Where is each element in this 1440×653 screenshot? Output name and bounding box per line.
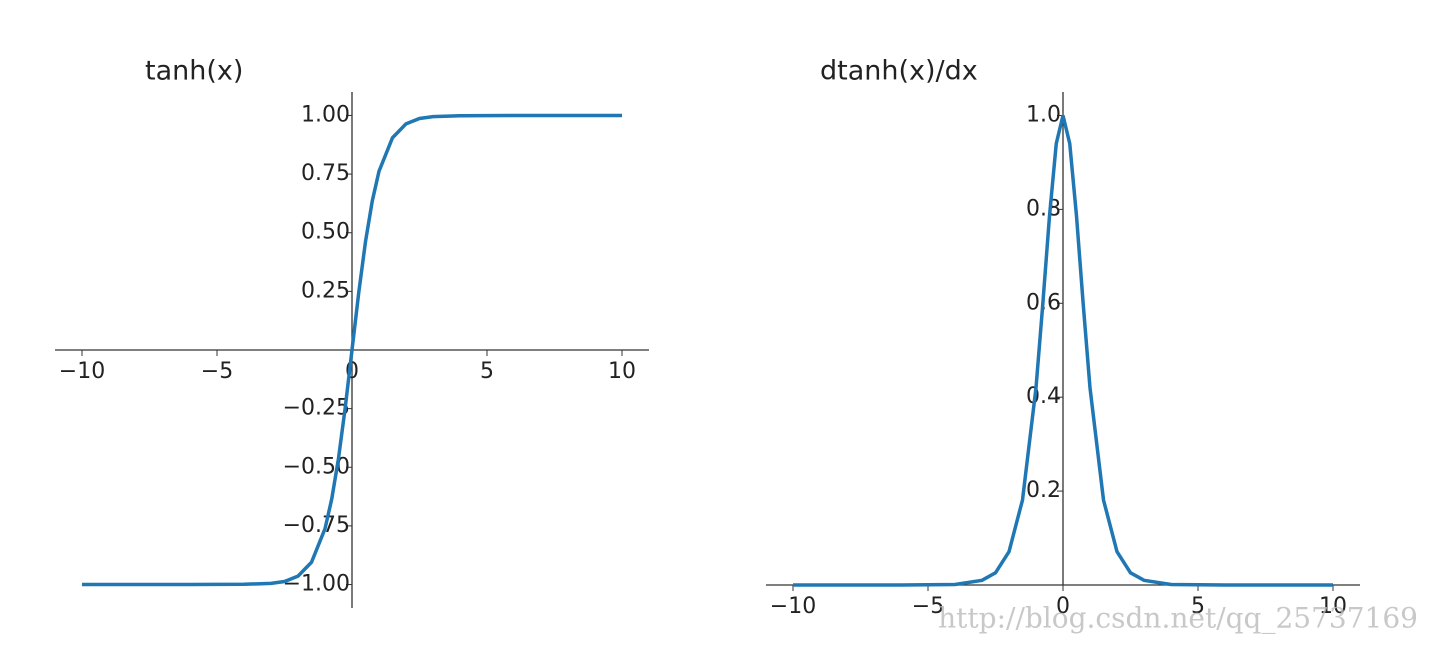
y-tick-label: 0.50 — [301, 220, 350, 245]
chart-title: dtanh(x)/dx — [820, 56, 978, 87]
y-tick-label: 0.4 — [1026, 384, 1061, 409]
y-tick-label: 0.75 — [301, 161, 350, 186]
x-tick-label: 5 — [480, 359, 494, 384]
y-tick-label: −0.75 — [283, 513, 350, 538]
x-tick-label: −10 — [59, 359, 105, 384]
y-tick-label: −1.00 — [283, 572, 350, 597]
x-tick-label: 5 — [1191, 594, 1205, 619]
x-tick-label: 10 — [1319, 594, 1347, 619]
x-tick-label: −5 — [912, 594, 944, 619]
y-tick-label: 1.0 — [1026, 102, 1061, 127]
x-tick-label: 0 — [1056, 594, 1070, 619]
chart-title: tanh(x) — [145, 56, 243, 87]
x-tick-label: −10 — [770, 594, 816, 619]
curve — [793, 115, 1333, 587]
y-tick-label: 0.8 — [1026, 196, 1061, 221]
y-tick-label: 1.00 — [301, 102, 350, 127]
y-tick-label: 0.2 — [1026, 478, 1061, 503]
x-tick-label: −5 — [201, 359, 233, 384]
y-tick-label: 0.25 — [301, 278, 350, 303]
y-tick-label: −0.25 — [283, 396, 350, 421]
curve — [82, 113, 622, 587]
watermark: http://blog.csdn.net/qq_25737169 — [938, 602, 1418, 635]
x-tick-label: 10 — [608, 359, 636, 384]
